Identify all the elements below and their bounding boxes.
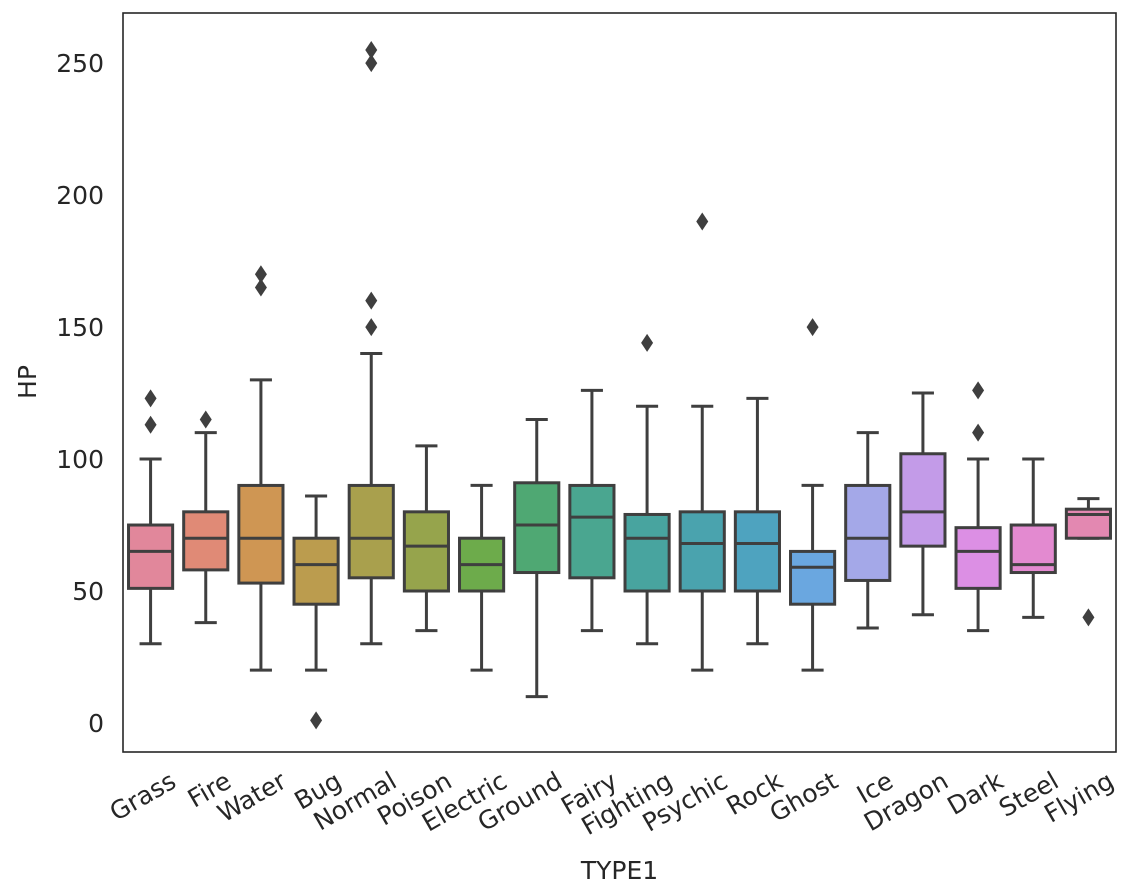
box-ice xyxy=(844,431,892,630)
box-grass xyxy=(127,389,175,646)
y-tick-label: 100 xyxy=(56,445,104,474)
outlier-point xyxy=(365,318,378,337)
box-bug xyxy=(292,494,340,730)
box-iqr xyxy=(237,483,285,585)
box-dragon xyxy=(899,391,947,617)
outlier-point xyxy=(254,278,267,297)
box-iqr xyxy=(789,549,837,606)
y-axis-ticks: 0 50 100 150 200 250 xyxy=(56,49,104,738)
box-ground xyxy=(513,417,561,699)
y-tick-label: 250 xyxy=(56,49,104,78)
outlier-point xyxy=(365,54,378,73)
outlier-point xyxy=(144,415,157,434)
outlier-point xyxy=(972,381,985,400)
outlier-point xyxy=(641,333,654,352)
x-tick-label: Grass xyxy=(105,766,181,827)
box-iqr xyxy=(347,483,395,580)
box-iqr xyxy=(954,526,1002,590)
outlier-point xyxy=(365,291,378,310)
outlier-point xyxy=(310,711,323,730)
box-steel xyxy=(1009,457,1057,619)
box-psychic xyxy=(678,212,726,672)
box-electric xyxy=(458,483,506,672)
box-rock xyxy=(733,396,781,646)
y-tick-label: 150 xyxy=(56,313,104,342)
box-series xyxy=(127,40,1112,730)
box-fire xyxy=(182,410,230,625)
box-ghost xyxy=(789,318,837,672)
box-flying xyxy=(1064,497,1112,627)
box-iqr xyxy=(899,452,947,548)
outlier-point xyxy=(696,212,709,231)
outlier-point xyxy=(365,40,378,59)
box-iqr xyxy=(292,536,340,606)
box-iqr xyxy=(623,512,671,593)
box-iqr xyxy=(127,523,175,590)
y-tick-label: 200 xyxy=(56,181,104,210)
outlier-point xyxy=(254,265,267,284)
y-axis-label: HP xyxy=(13,365,42,399)
x-axis-label: TYPE1 xyxy=(580,856,658,885)
outlier-point xyxy=(806,318,819,337)
box-iqr xyxy=(568,483,616,580)
box-iqr xyxy=(402,510,450,593)
box-iqr xyxy=(513,481,561,575)
box-poison xyxy=(402,444,450,633)
box-iqr xyxy=(844,483,892,582)
box-normal xyxy=(347,40,395,646)
y-tick-label: 0 xyxy=(88,709,104,738)
outlier-point xyxy=(972,423,985,442)
box-water xyxy=(237,265,285,672)
box-dark xyxy=(954,381,1002,633)
box-iqr xyxy=(182,510,230,572)
box-fairy xyxy=(568,388,616,633)
plot-frame xyxy=(122,12,1117,753)
box-iqr xyxy=(678,510,726,593)
outlier-point xyxy=(1082,608,1095,627)
outlier-point xyxy=(199,410,212,429)
x-axis-ticks: Grass FireWaterBugNormalPoisonElectricGro… xyxy=(105,766,1119,841)
box-fighting xyxy=(623,333,671,646)
box-iqr xyxy=(733,510,781,593)
y-tick-label: 50 xyxy=(72,577,104,606)
outlier-point xyxy=(144,389,157,408)
x-tick-label: Dark xyxy=(942,766,1008,821)
